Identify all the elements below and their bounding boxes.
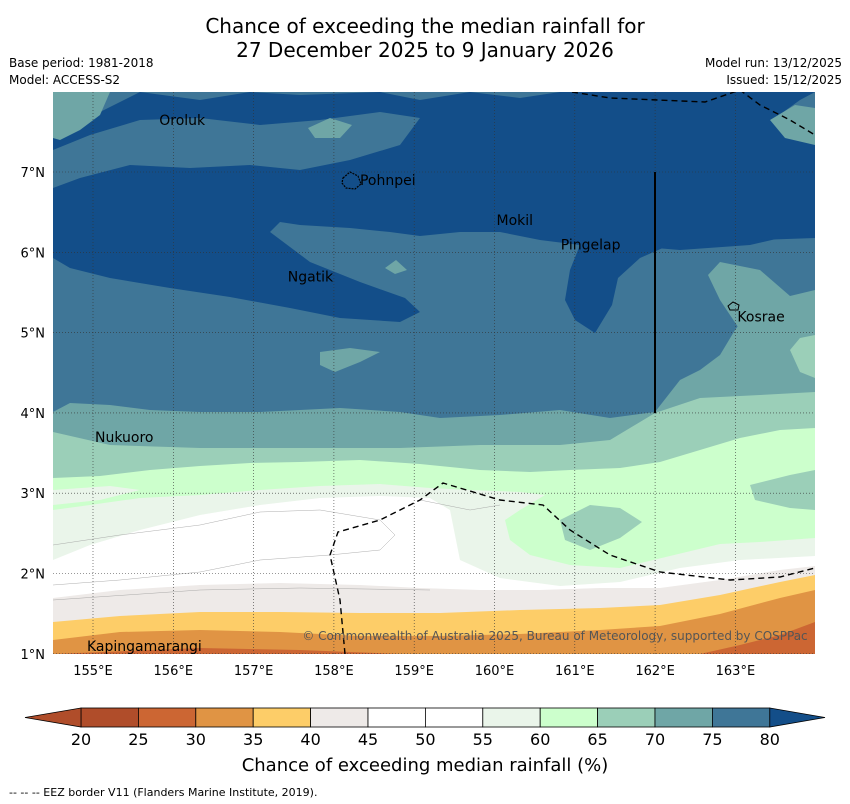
meta-right: Model run: 13/12/2025 Issued: 15/12/2025 [705,55,842,89]
colorbar-tick-label: 25 [128,730,148,749]
model-run-text: Model run: 13/12/2025 [704,56,842,70]
lon-tick-label: 155°E [73,664,113,679]
map-title: Chance of exceeding the median rainfall … [0,14,850,62]
base-period-text: Base period: 1981-2018 [9,56,154,70]
colorbar-ticks: 20 25 30 35 40 45 50 55 60 65 70 75 80 [71,730,780,749]
title-line-1: Chance of exceeding the median rainfall … [205,14,645,38]
lon-tick-label: 158°E [314,664,354,679]
axis-ticks: 155°E 156°E 157°E 158°E 159°E 160°E 161°E 162°E… [21,166,756,679]
colorbar-segment [539,707,599,728]
lat-tick-label: 6°N [21,246,46,261]
colorbar-segment [424,707,484,728]
place-label-mokil: Mokil [497,213,534,229]
patch-75-north [53,92,560,112]
title-line-2: 27 December 2025 to 9 January 2026 [236,38,614,62]
eez-footnote: -- -- -- EEZ border V11 (Flanders Marine… [9,786,318,799]
map-plot-area: Oroluk Pohnpei Mokil Pingelap Ngatik Kosrae Nu… [53,92,815,655]
issued-text: Issued: 15/12/2025 [726,73,842,87]
kosrae-island [727,301,740,311]
colorbar-tick-label: 40 [300,730,320,749]
colorbar-segment [367,707,426,728]
colorbar-segment [310,707,369,728]
lon-tick-label: 160°E [475,664,515,679]
lat-tick-label: 4°N [21,407,46,422]
place-label-nukuoro: Nukuoro [95,430,153,446]
colorbar-tick-label: 65 [587,730,607,749]
patch-65-south-east [750,470,815,510]
colorbar-segment [80,707,139,728]
colorbar-high-extend [769,707,826,728]
lon-tick-label: 157°E [234,664,274,679]
model-text: Model: ACCESS-S2 [9,73,121,87]
lon-tick-label: 162°E [635,664,675,679]
colorbar-segment [482,707,541,728]
colorbar-segment [137,707,197,728]
colorbar-label: Chance of exceeding median rainfall (%) [241,755,609,776]
colorbar-segments [24,707,826,728]
lon-tick-label: 161°E [555,664,595,679]
colorbar-tick-label: 20 [71,730,91,749]
patch-55-west [53,486,140,505]
lon-tick-label: 159°E [394,664,434,679]
copyright-text: © Commonwealth of Australia 2025, Bureau… [302,629,807,643]
lon-tick-label: 163°E [716,664,756,679]
band-35 [53,590,815,654]
colorbar-segment [654,707,713,728]
colorbar-tick-label: 75 [702,730,722,749]
colorbar-tick-label: 80 [760,730,780,749]
place-label-pingelap: Pingelap [561,237,621,253]
patch-70-mid [320,348,380,372]
colorbar-tick-label: 50 [415,730,435,749]
place-label-kapingamarangi: Kapingamarangi [87,639,202,655]
colorbar-segment [195,707,254,728]
colorbar-tick-label: 35 [243,730,263,749]
lon-tick-label: 156°E [154,664,194,679]
colorbar-tick-label: 70 [645,730,665,749]
colorbar-tick-label: 60 [530,730,550,749]
colorbar-tick-label: 30 [186,730,206,749]
place-label-oroluk: Oroluk [159,113,206,129]
patch-70-nw [53,92,110,140]
lat-tick-label: 1°N [21,648,46,663]
place-label-pohnpei: Pohnpei [360,173,416,189]
colorbar-segment [712,707,771,728]
place-label-ngatik: Ngatik [288,269,334,285]
colorbar-tick-label: 45 [358,730,378,749]
lat-tick-label: 3°N [21,487,46,502]
contour-lines [53,499,501,601]
patch-65-south-mid [560,505,642,550]
place-label-kosrae: Kosrae [737,310,784,326]
patch-70-ne [770,105,815,145]
eez-borders [329,92,815,654]
map-figure: Oroluk Pohnpei Mokil Pingelap Ngatik Kosrae Nu… [21,92,815,679]
patch-70-small [308,118,352,138]
patch-70-east [708,262,815,345]
band-30 [53,622,815,654]
colorbar-segment [252,707,311,728]
pohnpei-island [341,171,362,190]
meta-left: Base period: 1981-2018 Model: ACCESS-S2 [9,55,154,89]
colorbar-tick-label: 55 [473,730,493,749]
patch-65-east [790,335,815,378]
place-labels: Oroluk Pohnpei Mokil Pingelap Ngatik Kosrae Nu… [87,113,785,655]
lat-tick-label: 5°N [21,327,46,342]
patch-70-islet [385,260,407,274]
lat-tick-label: 7°N [21,166,46,181]
colorbar-segment [597,707,656,728]
lat-tick-label: 2°N [21,568,46,583]
colorbar-low-extend [24,707,82,728]
